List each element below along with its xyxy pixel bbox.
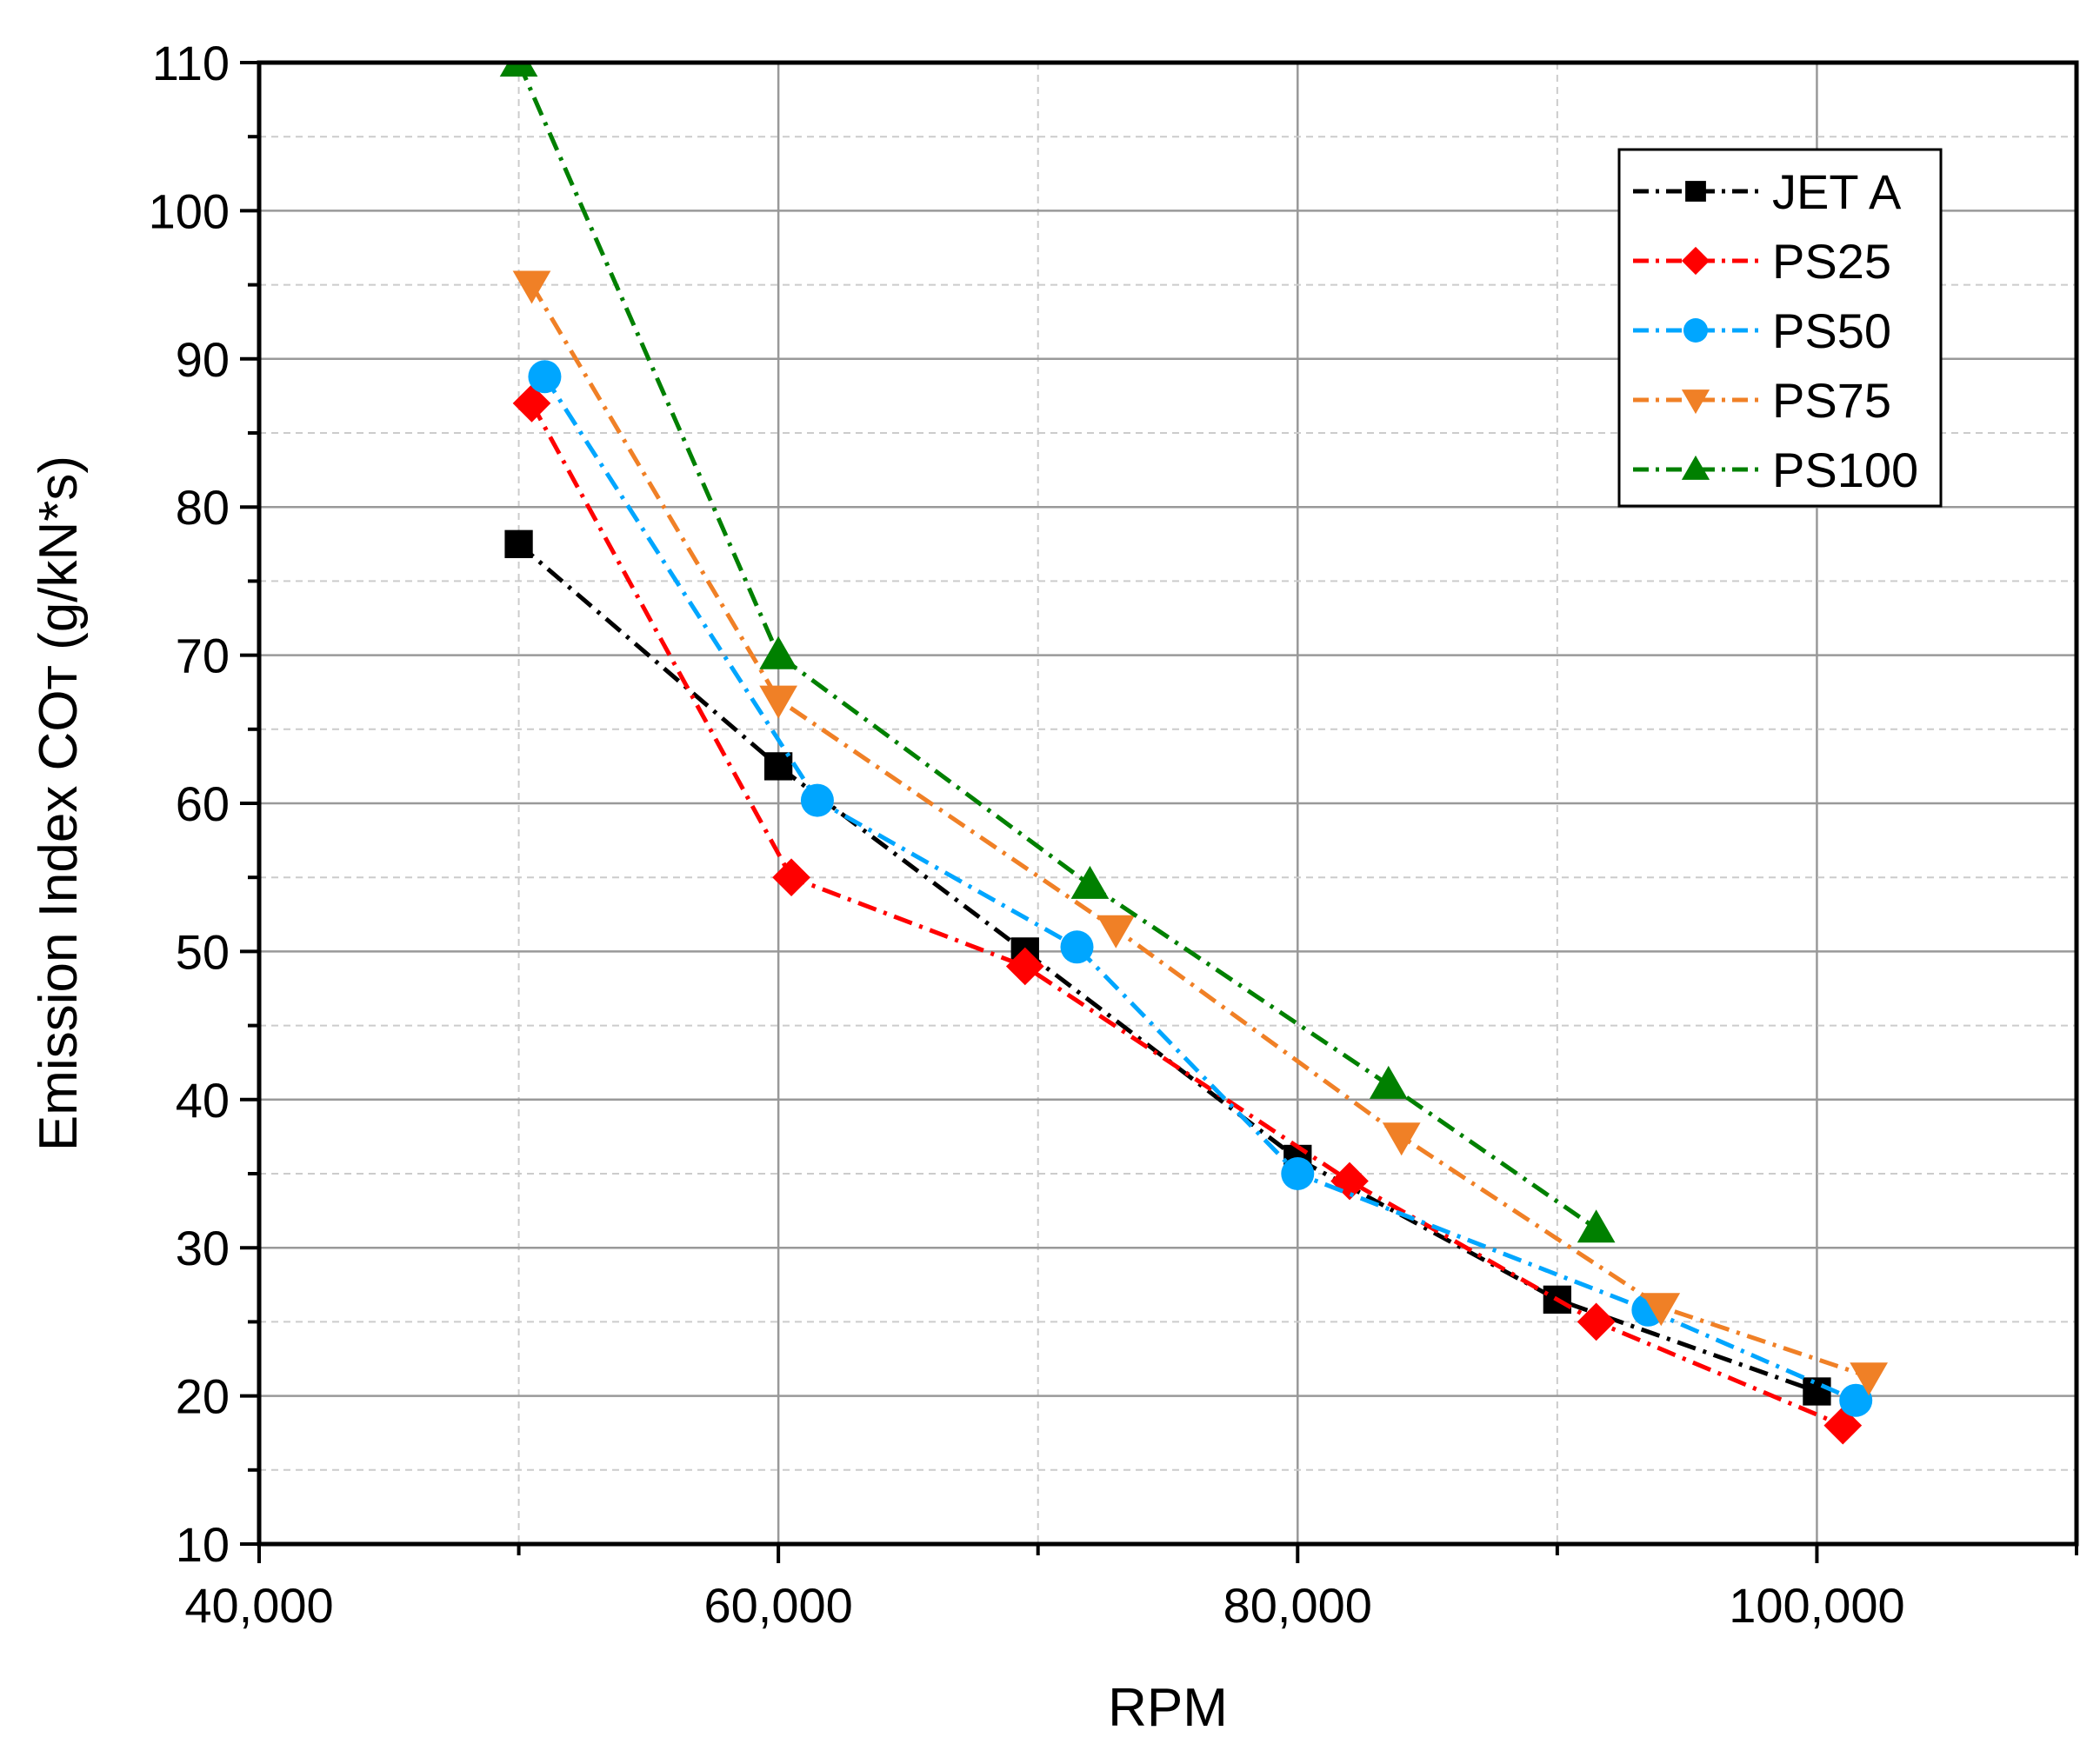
data-point bbox=[1850, 1362, 1888, 1396]
data-point bbox=[1382, 1122, 1421, 1156]
x-axis-title: RPM bbox=[1108, 1678, 1228, 1738]
data-point bbox=[1097, 915, 1136, 949]
y-tick-label: 110 bbox=[152, 36, 230, 90]
data-point bbox=[512, 384, 551, 423]
data-point bbox=[512, 270, 551, 304]
y-tick-label: 60 bbox=[176, 776, 230, 831]
data-point bbox=[1005, 947, 1044, 986]
data-point bbox=[759, 685, 797, 719]
series-ps75 bbox=[512, 270, 1888, 1396]
series-line bbox=[517, 63, 1598, 1231]
data-point bbox=[763, 752, 793, 781]
data-point bbox=[1577, 1302, 1616, 1341]
y-tick-label: 30 bbox=[176, 1221, 230, 1275]
x-tick-label: 100,000 bbox=[1729, 1578, 1904, 1633]
x-tick-label: 60,000 bbox=[704, 1578, 853, 1633]
legend-item: JET A bbox=[1633, 164, 1902, 219]
legend: JET A PS25 PS50 PS75 PS100 bbox=[1617, 148, 1943, 508]
data-point bbox=[1577, 1209, 1616, 1243]
legend-item: PS100 bbox=[1633, 443, 1918, 497]
series-ps50 bbox=[528, 360, 1873, 1417]
data-point bbox=[504, 529, 533, 558]
y-tick-label: 50 bbox=[176, 924, 230, 979]
data-point bbox=[759, 636, 797, 669]
legend-marker bbox=[1681, 455, 1710, 480]
legend-marker bbox=[1683, 318, 1708, 343]
data-point bbox=[1060, 930, 1094, 964]
y-tick-label: 20 bbox=[176, 1369, 230, 1424]
data-point bbox=[1369, 1065, 1408, 1099]
x-tick-label: 80,000 bbox=[1223, 1578, 1372, 1633]
x-tick-label: 40,000 bbox=[184, 1578, 333, 1633]
series-line bbox=[517, 542, 1818, 1394]
legend-marker bbox=[1681, 246, 1710, 276]
legend-marker bbox=[1681, 389, 1710, 415]
y-tick-label: 100 bbox=[149, 183, 230, 238]
data-point bbox=[528, 360, 562, 394]
y-tick-label: 70 bbox=[176, 629, 230, 683]
legend-label: PS75 bbox=[1772, 373, 1891, 428]
series-line bbox=[543, 375, 1857, 1403]
data-point bbox=[772, 858, 810, 897]
y-axis-title: Emission Index COᴛ (g/kN*s) bbox=[29, 456, 89, 1151]
series-ps100 bbox=[499, 63, 1616, 1243]
legend-box bbox=[1617, 148, 1943, 508]
data-point bbox=[800, 783, 834, 817]
series-line bbox=[530, 402, 1844, 1428]
data-point bbox=[1803, 1377, 1831, 1406]
y-tick-label: 40 bbox=[176, 1073, 230, 1128]
legend-item: PS25 bbox=[1633, 234, 1891, 289]
data-point bbox=[499, 63, 538, 77]
y-tick-label: 10 bbox=[176, 1517, 230, 1572]
series-jet-a bbox=[504, 529, 1831, 1406]
grid bbox=[259, 63, 2077, 1544]
legend-label: PS50 bbox=[1772, 303, 1891, 358]
data-point bbox=[1330, 1162, 1369, 1201]
y-tick-label: 90 bbox=[176, 332, 230, 387]
legend-label: PS100 bbox=[1772, 443, 1918, 497]
legend-label: PS25 bbox=[1772, 234, 1891, 289]
data-point bbox=[1642, 1293, 1681, 1327]
legend-item: PS50 bbox=[1633, 303, 1891, 358]
legend-marker bbox=[1685, 181, 1706, 202]
legend-item: PS75 bbox=[1633, 373, 1891, 428]
ticks bbox=[240, 61, 2078, 1563]
tick-labels: 40,000 60,000 80,000 100,000 10 20 30 40 50 60 70 8… bbox=[149, 36, 1905, 1633]
series-layer bbox=[499, 63, 1888, 1445]
y-tick-label: 80 bbox=[176, 480, 230, 535]
data-point bbox=[1281, 1157, 1315, 1190]
data-point bbox=[1070, 865, 1110, 899]
data-point bbox=[1839, 1383, 1873, 1417]
legend-label: JET A bbox=[1772, 164, 1902, 219]
series-ps25 bbox=[512, 384, 1863, 1445]
